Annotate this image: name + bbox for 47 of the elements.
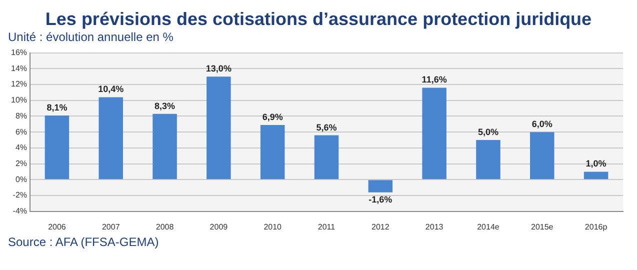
x-tick-label: 2010 bbox=[264, 222, 282, 232]
data-label: 5,6% bbox=[316, 122, 337, 132]
y-tick-label: 8% bbox=[15, 111, 28, 120]
x-tick-label: 2012 bbox=[372, 222, 390, 232]
data-label: 10,4% bbox=[98, 84, 124, 94]
source-note: Source : AFA (FFSA-GEMA) bbox=[8, 235, 160, 250]
bar bbox=[530, 132, 554, 180]
x-tick-label: 2006 bbox=[48, 222, 66, 232]
bar bbox=[44, 115, 70, 180]
x-tick-label: 2016p bbox=[584, 222, 608, 232]
data-label: 8,3% bbox=[154, 100, 176, 111]
x-tick-label: 2008 bbox=[156, 222, 174, 232]
x-tick-label: 2015e bbox=[531, 222, 554, 232]
bar bbox=[260, 124, 285, 180]
x-tick-label: 2007 bbox=[102, 222, 120, 232]
chart-subtitle: Unité : évolution annuelle en % bbox=[8, 30, 174, 45]
y-tick-label: 0% bbox=[15, 174, 28, 184]
data-label: -1,6% bbox=[368, 194, 392, 204]
data-label: 11,6% bbox=[422, 74, 447, 85]
bar bbox=[476, 140, 500, 180]
bar bbox=[368, 180, 393, 192]
x-tick-label: 2011 bbox=[318, 222, 336, 232]
data-label: 5,0% bbox=[478, 127, 498, 138]
y-tick-label: -4% bbox=[12, 206, 28, 216]
data-label: 6,9% bbox=[262, 112, 283, 122]
y-tick-label: 6% bbox=[15, 127, 28, 136]
y-tick-label: -2% bbox=[12, 190, 28, 200]
chart-title: Les prévisions des cotisations d’assurance protection juridique bbox=[44, 8, 593, 30]
bar bbox=[98, 97, 124, 180]
y-tick-label: 4% bbox=[15, 143, 28, 152]
bar bbox=[422, 88, 446, 180]
y-tick-label: 10% bbox=[10, 96, 28, 105]
y-tick-label: 12% bbox=[10, 80, 28, 89]
bar bbox=[152, 114, 177, 180]
y-tick-label: 14% bbox=[10, 64, 28, 73]
data-label: 8,1% bbox=[46, 102, 68, 112]
data-label: 13,0% bbox=[206, 64, 232, 74]
bar bbox=[206, 76, 231, 180]
x-tick-label: 2009 bbox=[210, 222, 228, 232]
y-tick-label: 16% bbox=[10, 48, 28, 58]
bar bbox=[314, 135, 339, 180]
x-tick-label: 2014e bbox=[477, 222, 500, 232]
bar bbox=[584, 172, 608, 180]
data-label: 1,0% bbox=[586, 158, 606, 169]
x-tick-label: 2013 bbox=[425, 222, 444, 232]
y-tick-label: 2% bbox=[15, 159, 28, 168]
data-label: 6,0% bbox=[532, 119, 552, 130]
